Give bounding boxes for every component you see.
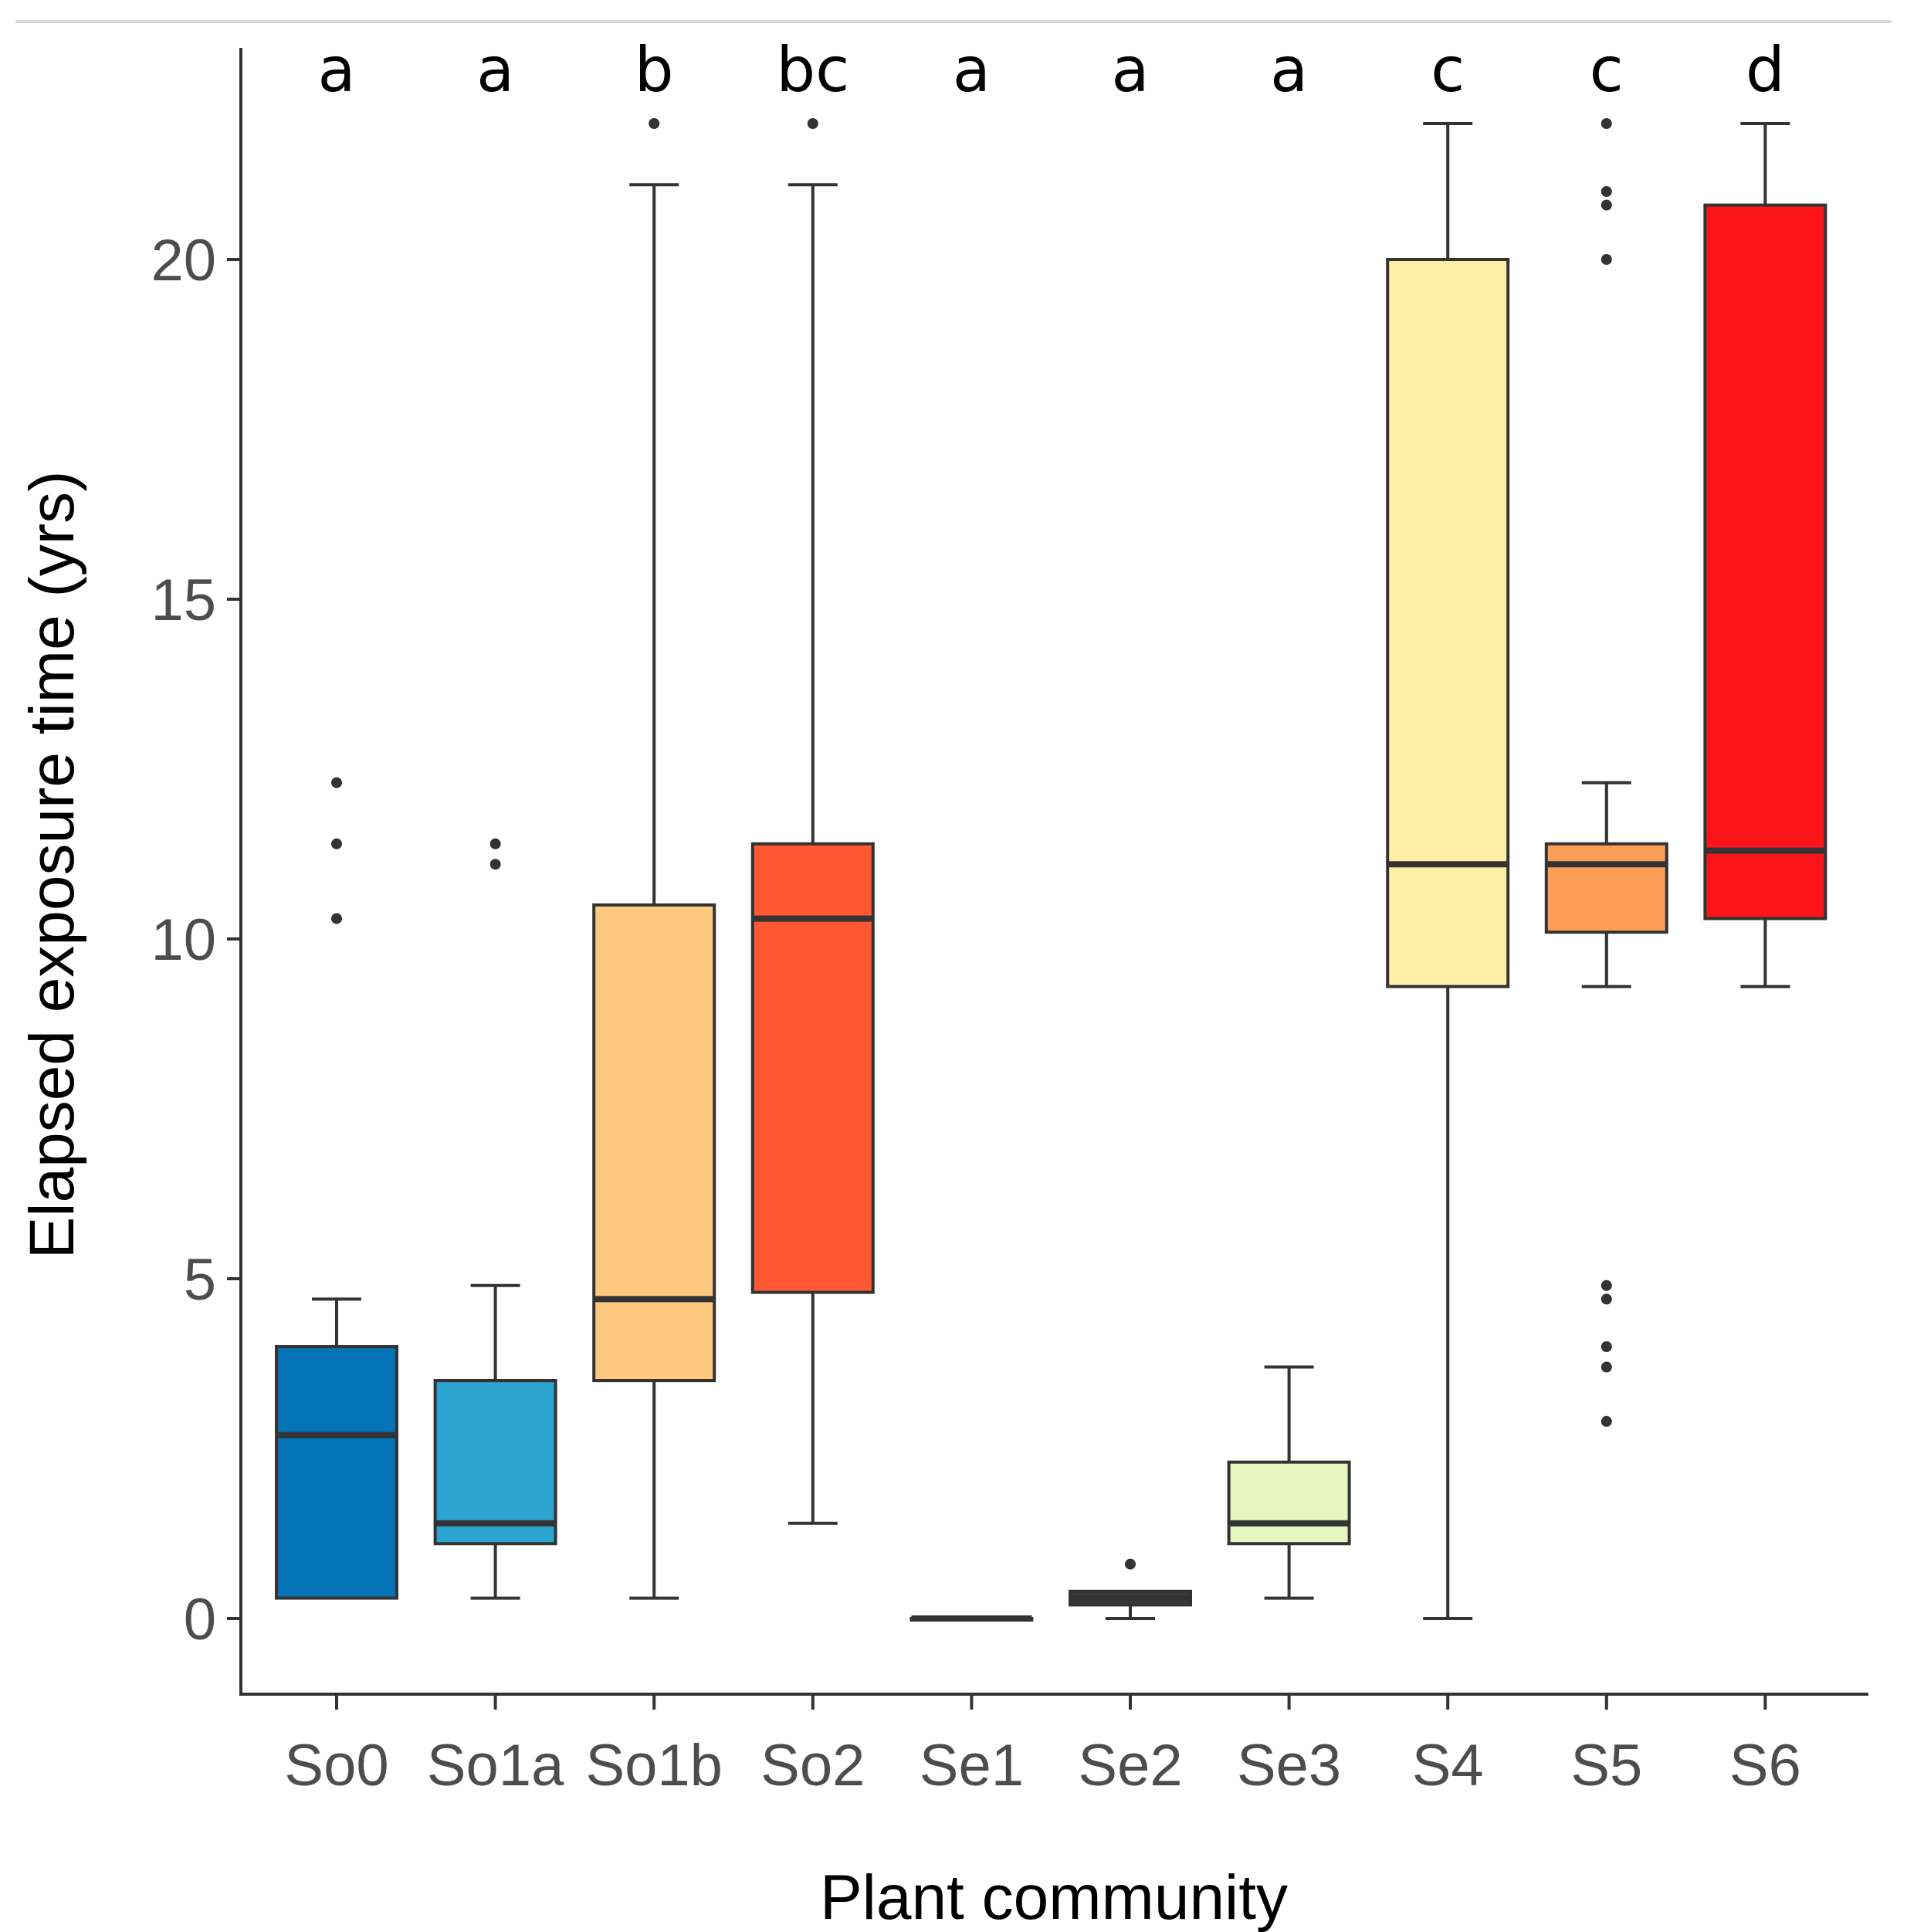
outlier-point (807, 118, 818, 129)
significance-letter: b (635, 34, 674, 106)
box-s5 (1544, 118, 1668, 1427)
x-tick-label: S4 (1412, 1733, 1484, 1798)
x-tick-label: Se3 (1237, 1733, 1341, 1798)
outlier-point (331, 777, 342, 788)
box-iqr (750, 842, 875, 1294)
box-so1a (433, 838, 557, 1600)
significance-letter: a (1270, 34, 1308, 106)
x-tick-label: S5 (1570, 1733, 1642, 1798)
y-tick-label: 5 (184, 1247, 216, 1313)
box-so1b (592, 118, 716, 1600)
outlier-point (1600, 1280, 1612, 1291)
y-tick-label: 0 (184, 1587, 216, 1652)
significance-letter: c (1431, 34, 1465, 106)
outlier-point (1600, 186, 1612, 197)
x-ticks: So0 So1a So1b So2 Se1 Se2 Se3 S4 S5 S6 (284, 1694, 1801, 1798)
x-tick-label: So1a (427, 1733, 564, 1798)
x-tick-label: So2 (760, 1733, 865, 1798)
box-se2 (1069, 1558, 1192, 1620)
outlier-point (1600, 1293, 1612, 1305)
box-iqr (433, 1379, 557, 1546)
axes (239, 48, 1868, 1696)
significance-letter: a (476, 34, 514, 106)
outlier-point (1600, 1415, 1612, 1427)
outlier-point (489, 838, 501, 849)
box-iqr (1386, 258, 1510, 988)
y-ticks: 0 5 10 15 20 (151, 228, 241, 1652)
outlier-point (649, 118, 660, 129)
significance-letter: c (1590, 34, 1624, 106)
outlier-point (1600, 254, 1612, 265)
outlier-point (1600, 1341, 1612, 1352)
outlier-point (1125, 1558, 1136, 1570)
x-tick-label: So1b (585, 1733, 723, 1798)
y-tick-label: 15 (151, 568, 216, 633)
box-iqr (592, 903, 716, 1382)
box-iqr (275, 1345, 398, 1600)
outlier-point (331, 838, 342, 849)
significance-letter: a (1111, 34, 1149, 106)
outlier-point (331, 913, 342, 924)
box-s4 (1386, 122, 1510, 1620)
x-axis-title: Plant community (820, 1863, 1288, 1932)
x-tick-label: So0 (284, 1733, 388, 1798)
significance-letter: a (317, 34, 355, 106)
x-tick-label: Se2 (1078, 1733, 1182, 1798)
box-so0 (275, 777, 398, 1600)
box-iqr (1544, 842, 1668, 934)
outlier-point (489, 859, 501, 870)
y-axis-title: Elapsed exposure time (yrs) (17, 471, 87, 1259)
y-tick-label: 20 (151, 228, 216, 293)
significance-letter: bc (776, 34, 849, 106)
x-tick-label: Se1 (920, 1733, 1024, 1798)
significance-letter: d (1746, 34, 1785, 106)
box-s6 (1703, 122, 1827, 988)
box-se3 (1227, 1365, 1351, 1600)
significance-letters: a a b bc a a a c c d (317, 34, 1784, 106)
plot-area (275, 118, 1827, 1622)
box-iqr (1227, 1460, 1351, 1546)
box-so2 (750, 118, 875, 1525)
box-iqr (1703, 203, 1827, 920)
significance-letter: a (953, 34, 991, 106)
outlier-point (1600, 1361, 1612, 1373)
box-se1 (909, 1615, 1034, 1622)
x-tick-label: S6 (1729, 1733, 1801, 1798)
outlier-point (1600, 118, 1612, 129)
outlier-point (1600, 199, 1612, 211)
y-tick-label: 10 (151, 907, 216, 973)
